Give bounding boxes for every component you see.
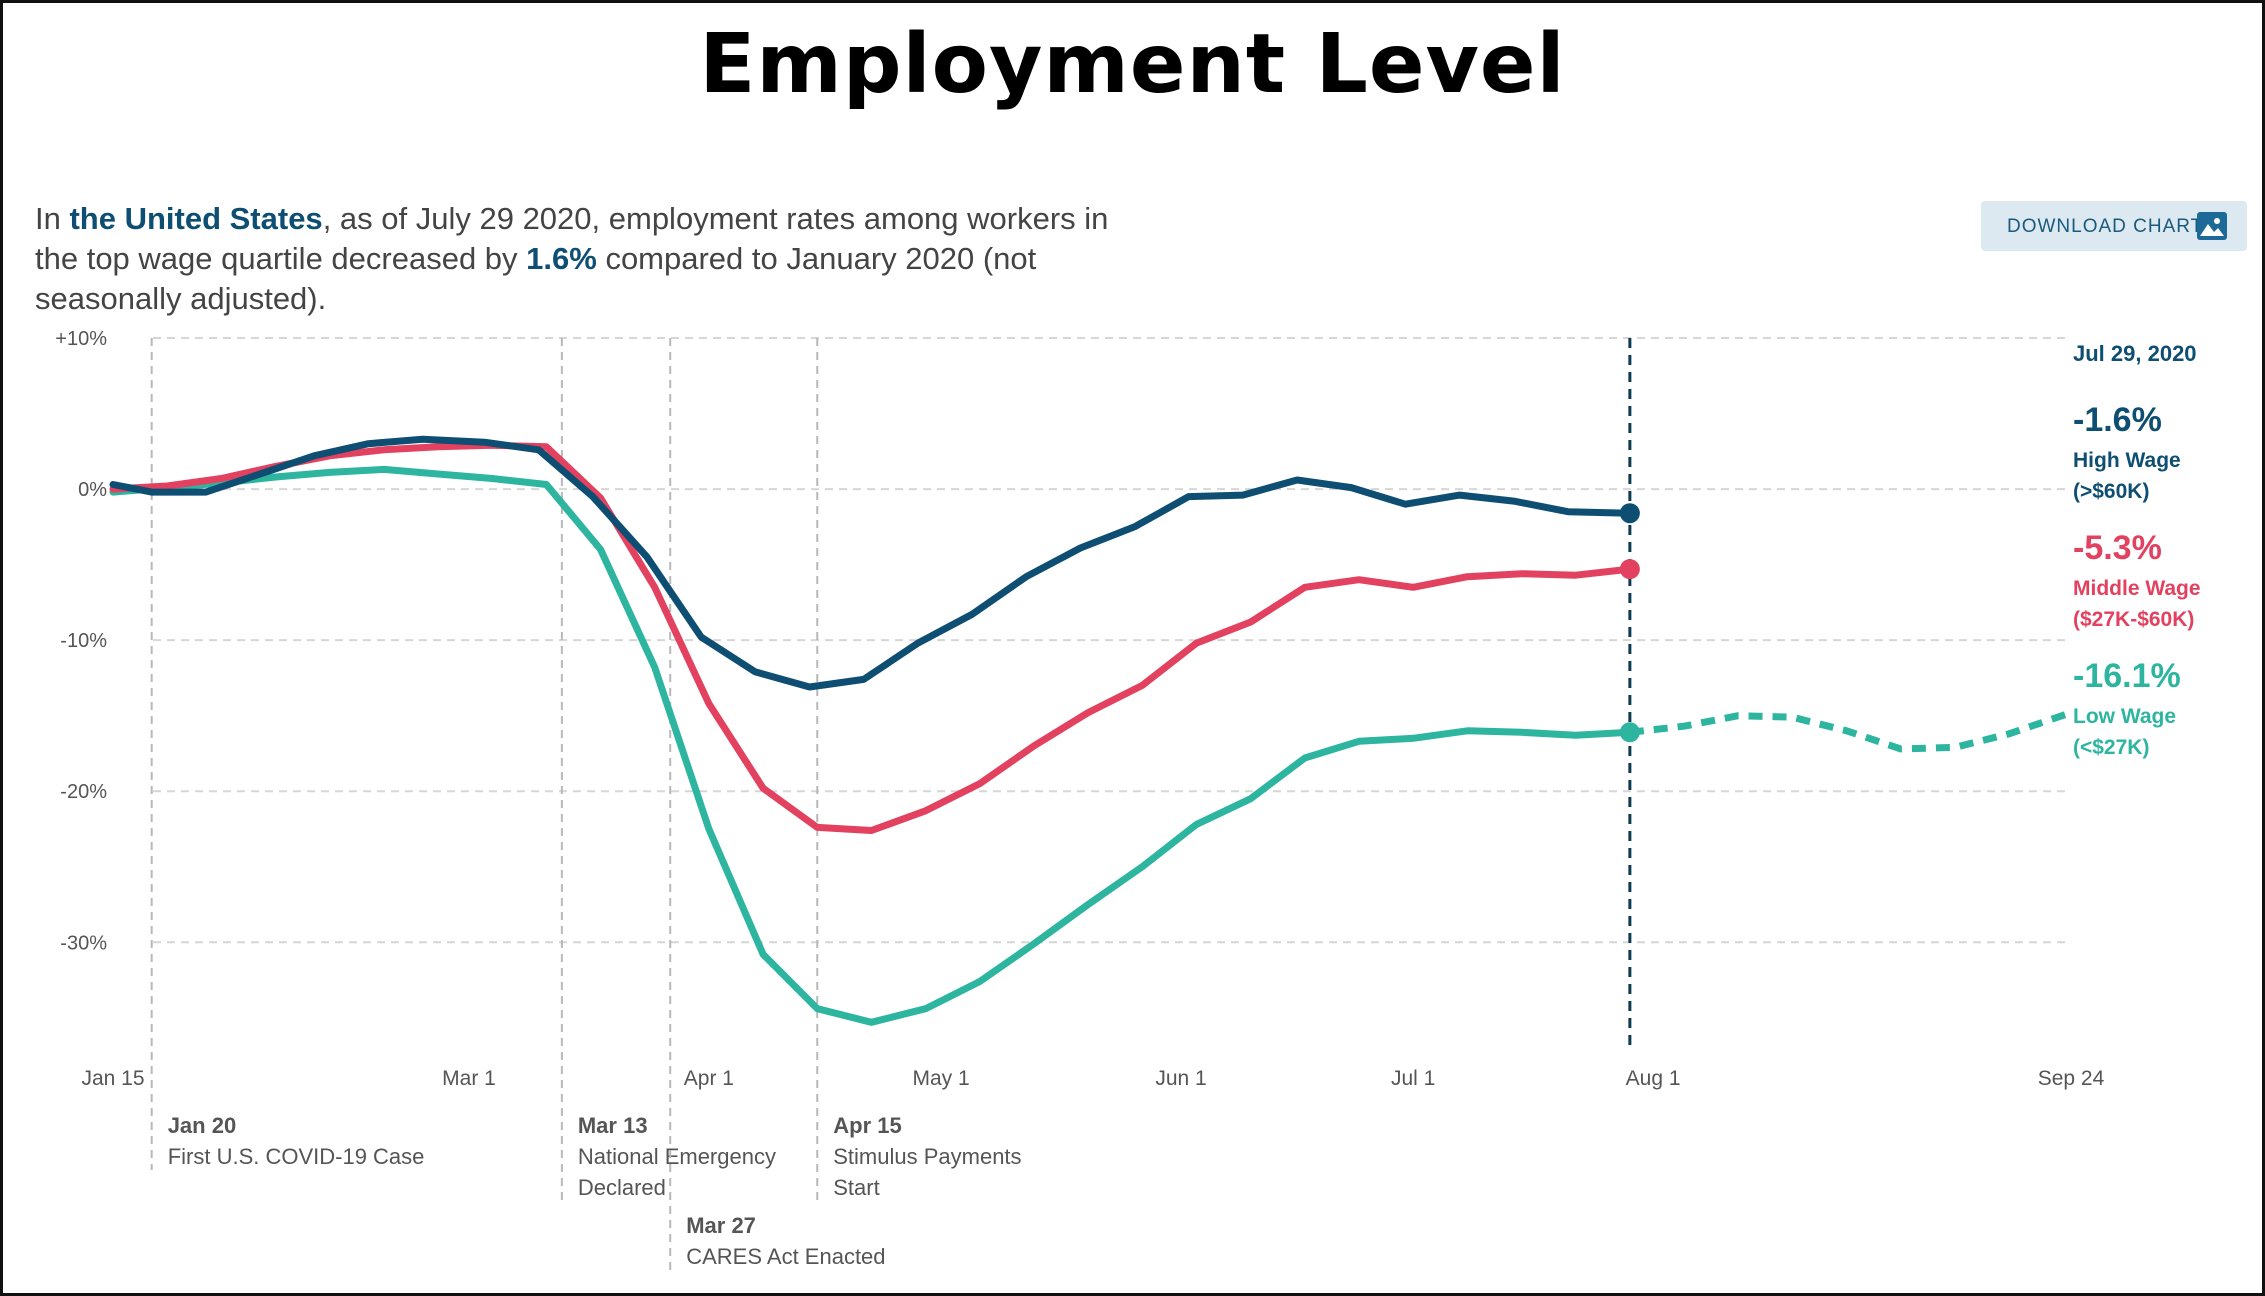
high-wage-legend-label: High Wage [2073,449,2181,472]
event-description: National Emergency [578,1144,776,1169]
download-chart-label: DOWNLOAD CHART [2007,216,2204,237]
summary-text-1: In [35,201,70,236]
x-tick-label: Apr 1 [684,1067,734,1090]
y-tick-label: -20% [60,781,107,803]
event-description: Start [833,1175,879,1200]
event-date-label: Mar 27 [686,1213,756,1238]
event-description: First U.S. COVID-19 Case [168,1144,425,1169]
middle-wage-line [109,441,1634,834]
current-date-label: Jul 29, 2020 [2073,341,2197,366]
x-tick-label: Aug 1 [1626,1067,1681,1090]
low-wage-projection-line [1629,709,2073,753]
low-wage-line [109,465,1634,1026]
low-wage-legend-label: (<$27K) [2073,736,2149,759]
event-date-label: Jan 20 [168,1113,237,1138]
middle-wage-end-point [1619,559,1640,580]
x-tick-label: Sep 24 [2038,1067,2105,1090]
download-chart-button[interactable]: DOWNLOAD CHART [1981,201,2247,251]
y-tick-label: +10% [55,328,107,350]
low-wage-legend-label: Low Wage [2073,705,2176,728]
chart-summary: In the United States, as of July 29 2020… [35,199,1155,319]
event-description: CARES Act Enacted [686,1244,885,1269]
event-description: Stimulus Payments [833,1144,1021,1169]
high-wage-line [109,435,1634,691]
summary-location-link[interactable]: the United States [69,201,323,236]
low-wage-end-point [1619,722,1640,743]
chart-title: Employment Level [699,17,1566,112]
event-date-label: Mar 13 [578,1113,648,1138]
middle-wage-legend-label: ($27K-$60K) [2073,608,2194,631]
x-tick-label: Jun 1 [1155,1067,1206,1090]
image-icon [2197,212,2227,240]
y-tick-label: 0% [78,479,107,501]
high-wage-value-label: -1.6% [2073,401,2162,439]
summary-percent: 1.6% [526,241,597,276]
y-tick-label: -30% [60,932,107,954]
x-tick-label: Jan 15 [81,1067,144,1090]
y-tick-label: -10% [60,630,107,652]
summary-text-3: compared to January 2020 (not seasonally… [35,241,1037,316]
middle-wage-value-label: -5.3% [2073,529,2162,567]
middle-wage-legend-label: Middle Wage [2073,577,2201,600]
low-wage-value-label: -16.1% [2073,657,2181,695]
line-chart: +10% 0% -10% -20% -30% Jan 15 Mar 1 Apr 1 May 1 J… [55,328,2201,1270]
summary-text-2: , as of July 29 2020, employment rates a… [35,201,1109,276]
event-date-label: Apr 15 [833,1113,901,1138]
high-wage-legend-label: (>$60K) [2073,480,2149,503]
x-tick-label: Jul 1 [1391,1067,1435,1090]
x-tick-label: Mar 1 [442,1067,496,1090]
high-wage-end-point [1619,503,1640,524]
x-tick-label: May 1 [912,1067,969,1090]
event-description: Declared [578,1175,666,1200]
